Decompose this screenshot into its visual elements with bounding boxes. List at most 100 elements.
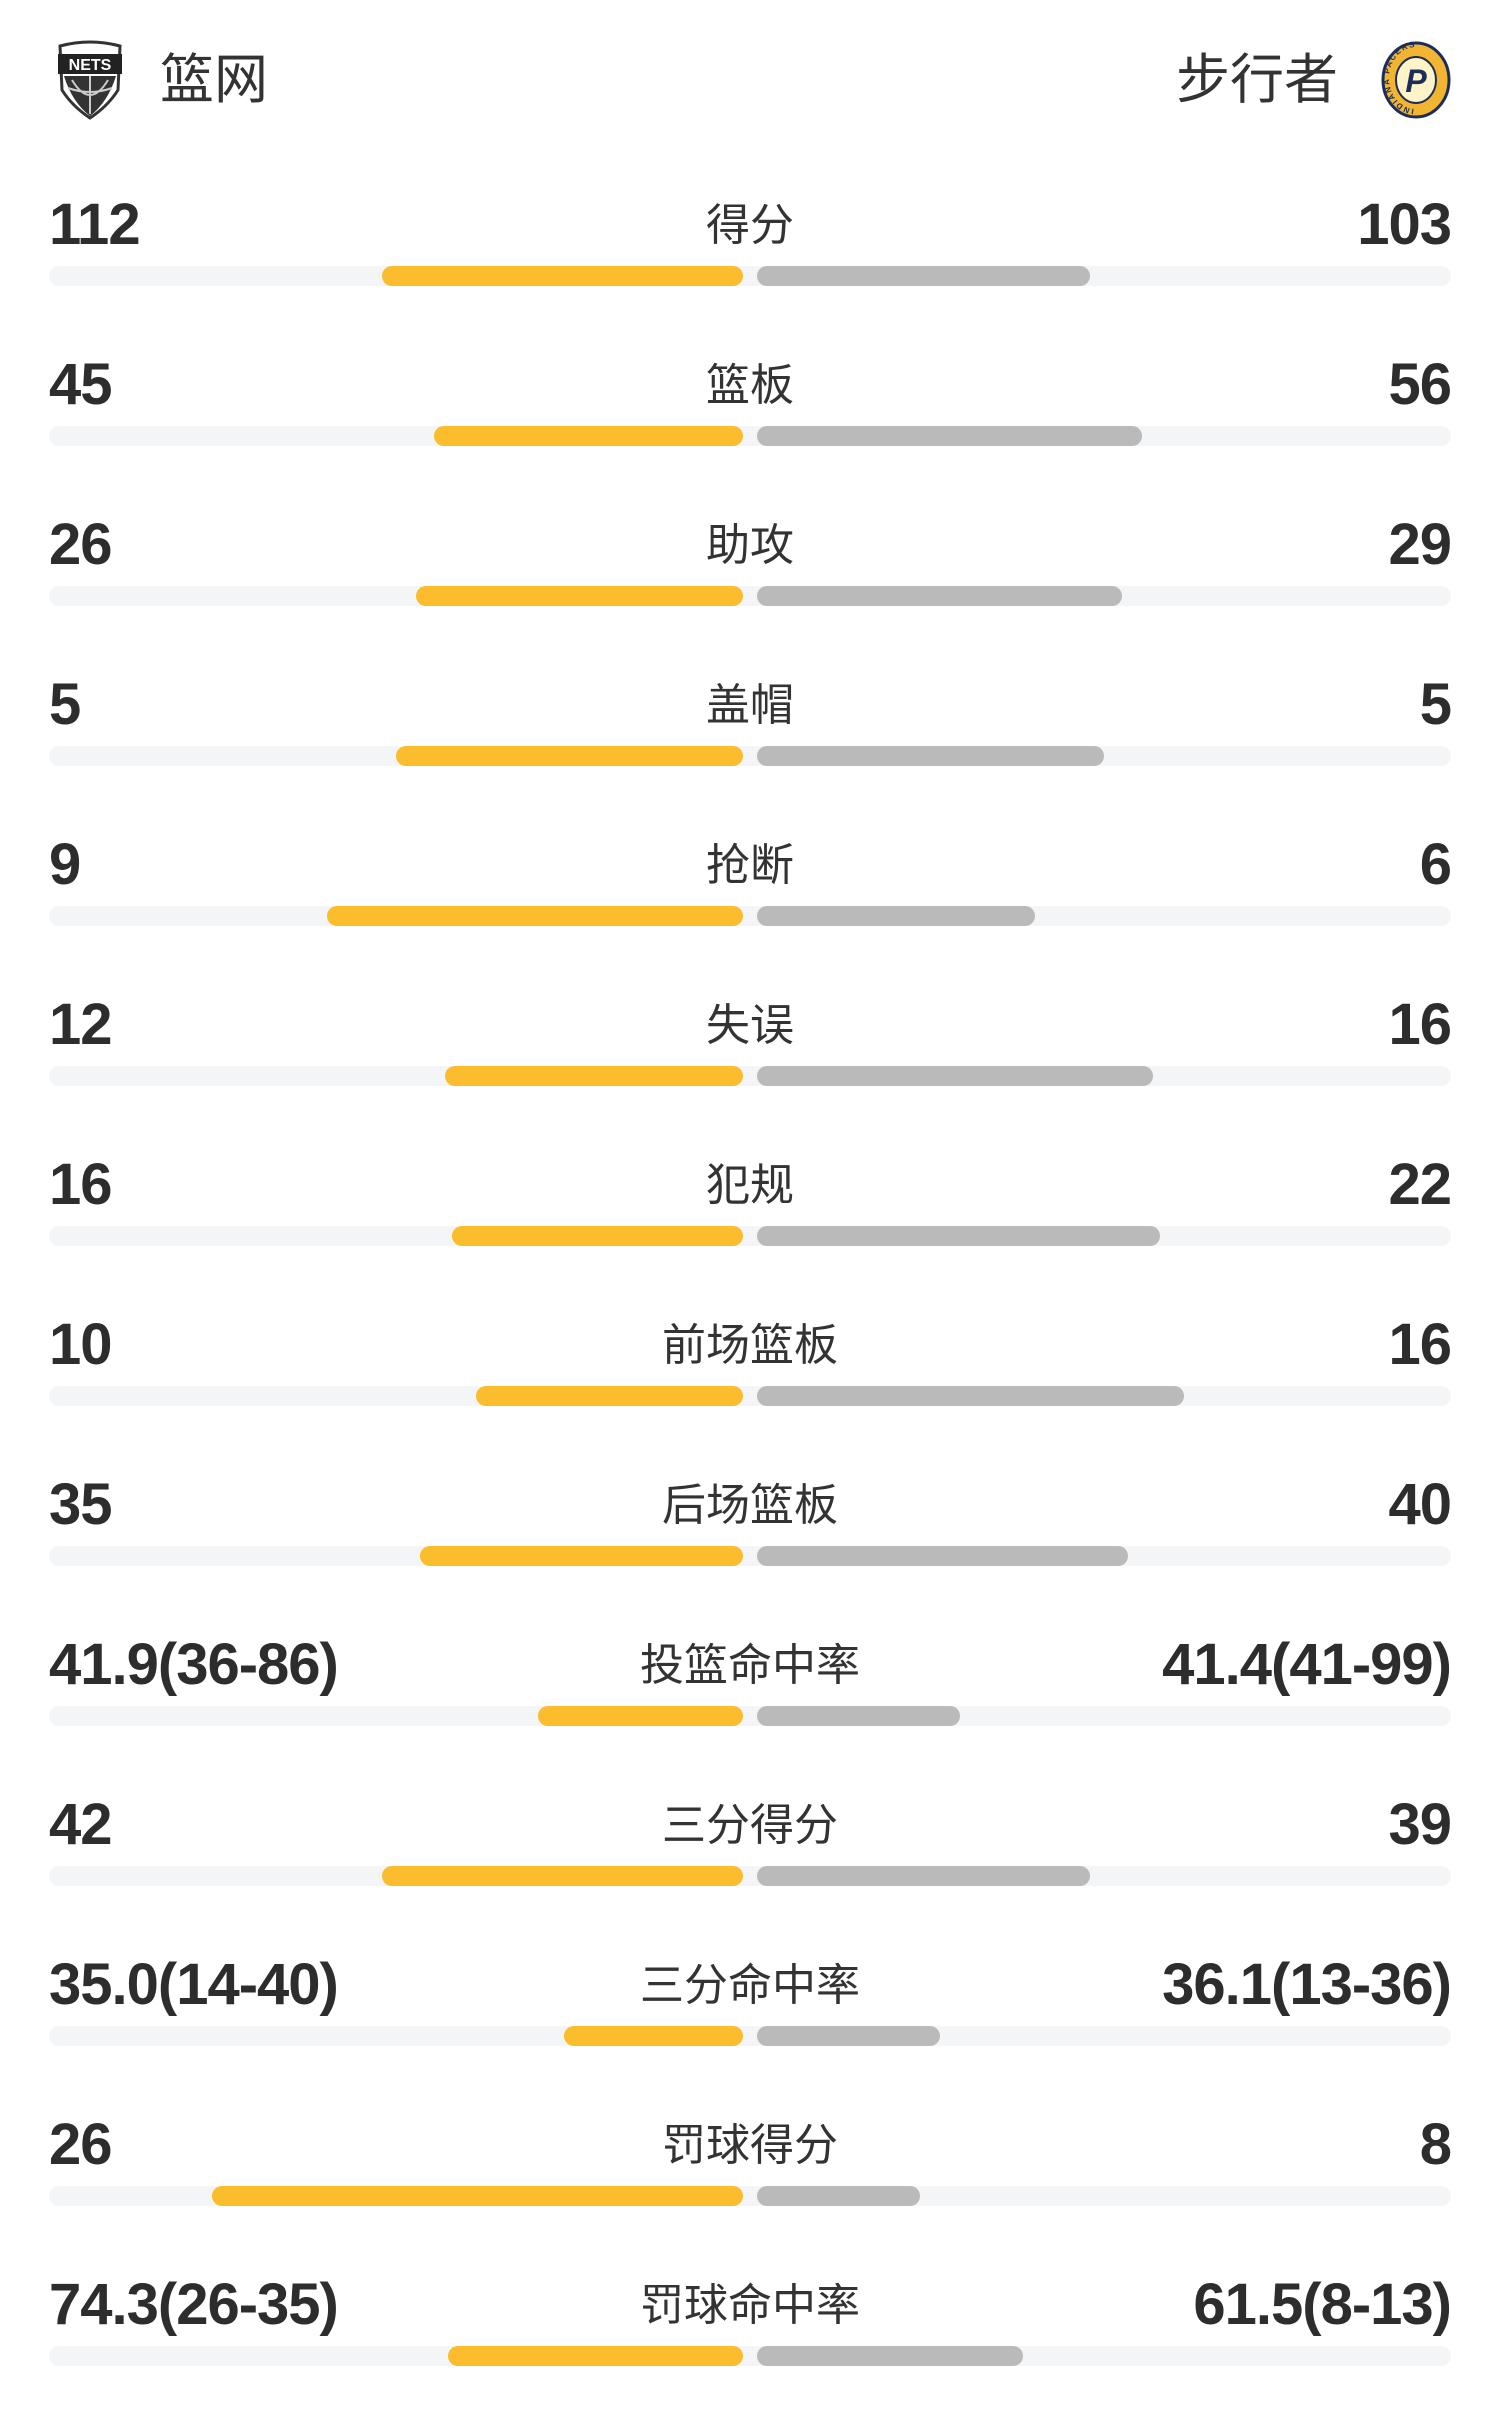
team-header: NETS 篮网 步行者 INDIANA PACERS P <box>0 0 1500 160</box>
away-value: 22 <box>1388 1152 1452 1217</box>
bar-track <box>49 1866 1451 1886</box>
away-bar <box>757 2026 941 2046</box>
stat-label: 得分 <box>706 200 794 251</box>
stat-row: 35 后场篮板 40 <box>49 1470 1452 1630</box>
home-bar <box>448 2346 743 2366</box>
away-value: 56 <box>1388 352 1452 417</box>
stat-row: 26 罚球得分 8 <box>49 2110 1452 2270</box>
stat-row: 45 篮板 56 <box>49 350 1452 510</box>
away-value: 103 <box>1357 192 1452 257</box>
nets-logo-text: NETS <box>69 57 112 74</box>
away-bar <box>757 586 1123 606</box>
home-value: 26 <box>49 2112 113 2177</box>
away-bar <box>757 1546 1129 1566</box>
bar-track <box>49 2346 1451 2366</box>
stat-row: 112 得分 103 <box>49 190 1452 350</box>
away-bar <box>757 1226 1160 1246</box>
home-value: 26 <box>49 512 113 577</box>
home-value: 41.9(36-86) <box>49 1632 339 1697</box>
home-bar <box>475 1386 743 1406</box>
away-value: 40 <box>1388 1472 1452 1537</box>
stat-label: 前场篮板 <box>662 1320 838 1371</box>
stat-label: 抢断 <box>706 840 794 891</box>
home-bar <box>434 426 743 446</box>
stat-label: 失误 <box>706 1000 794 1051</box>
bar-track <box>49 586 1451 606</box>
bar-track <box>49 1226 1451 1246</box>
stat-label: 助攻 <box>706 520 794 571</box>
home-value: 35 <box>49 1472 113 1537</box>
bar-track <box>49 1546 1451 1566</box>
stat-label: 犯规 <box>706 1160 794 1211</box>
away-bar <box>757 426 1143 446</box>
away-bar <box>757 266 1091 286</box>
home-value: 5 <box>49 672 81 737</box>
away-value: 6 <box>1419 832 1452 897</box>
away-bar <box>757 2186 921 2206</box>
away-value: 61.5(8-13) <box>1193 2272 1452 2337</box>
stat-label: 罚球得分 <box>662 2120 838 2171</box>
home-bar <box>382 1866 743 1886</box>
stat-row: 12 失误 16 <box>49 990 1452 1150</box>
away-value: 16 <box>1388 1312 1452 1377</box>
away-bar <box>757 906 1035 926</box>
stat-row: 10 前场篮板 16 <box>49 1310 1452 1470</box>
home-bar <box>538 1706 743 1726</box>
bar-track <box>49 1066 1451 1086</box>
home-value: 74.3(26-35) <box>49 2272 339 2337</box>
svg-text:P: P <box>1405 63 1427 99</box>
home-value: 9 <box>49 832 81 897</box>
stat-row: 42 三分得分 39 <box>49 1790 1452 1950</box>
home-bar <box>451 1226 743 1246</box>
stat-label: 篮板 <box>706 360 794 411</box>
stat-label: 三分得分 <box>662 1800 838 1851</box>
away-bar <box>757 746 1104 766</box>
bar-track <box>49 1386 1451 1406</box>
home-value: 45 <box>49 352 113 417</box>
home-value: 12 <box>49 992 113 1057</box>
home-bar <box>382 266 743 286</box>
home-value: 35.0(14-40) <box>49 1952 339 2017</box>
bar-track <box>49 2026 1451 2046</box>
home-bar <box>416 586 743 606</box>
home-bar <box>563 2026 743 2046</box>
home-team-name: 篮网 <box>160 48 268 111</box>
stat-label: 盖帽 <box>706 680 794 731</box>
stat-row: 26 助攻 29 <box>49 510 1452 670</box>
stat-row: 41.9(36-86) 投篮命中率 41.4(41-99) <box>49 1630 1452 1790</box>
home-bar <box>396 746 743 766</box>
away-value: 36.1(13-36) <box>1162 1952 1452 2017</box>
home-value: 10 <box>49 1312 113 1377</box>
away-value: 8 <box>1419 2112 1452 2177</box>
home-value: 16 <box>49 1152 113 1217</box>
home-bar <box>444 1066 743 1086</box>
stat-label: 后场篮板 <box>662 1480 838 1531</box>
pacers-logo: INDIANA PACERS P <box>1380 40 1452 120</box>
bar-track <box>49 426 1451 446</box>
stat-row: 35.0(14-40) 三分命中率 36.1(13-36) <box>49 1950 1452 2110</box>
away-value: 39 <box>1388 1792 1452 1857</box>
home-value: 112 <box>49 192 141 257</box>
stat-row: 5 盖帽 5 <box>49 670 1452 830</box>
home-bar <box>212 2186 743 2206</box>
away-bar <box>757 2346 1023 2366</box>
bar-track <box>49 906 1451 926</box>
bar-track <box>49 1706 1451 1726</box>
home-bar <box>420 1546 743 1566</box>
home-value: 42 <box>49 1792 113 1857</box>
away-value: 5 <box>1419 672 1452 737</box>
away-value: 16 <box>1388 992 1452 1057</box>
home-bar <box>326 906 743 926</box>
stat-row: 74.3(26-35) 罚球命中率 61.5(8-13) <box>49 2270 1452 2430</box>
away-bar <box>757 1386 1184 1406</box>
away-value: 29 <box>1388 512 1452 577</box>
away-bar <box>757 1066 1153 1086</box>
bar-track <box>49 266 1451 286</box>
away-value: 41.4(41-99) <box>1162 1632 1452 1697</box>
stat-row: 9 抢断 6 <box>49 830 1452 990</box>
nets-logo: NETS <box>52 40 128 120</box>
bar-track <box>49 746 1451 766</box>
away-team-name: 步行者 <box>1176 48 1338 111</box>
away-bar <box>757 1866 1091 1886</box>
stat-row: 16 犯规 22 <box>49 1150 1452 1310</box>
